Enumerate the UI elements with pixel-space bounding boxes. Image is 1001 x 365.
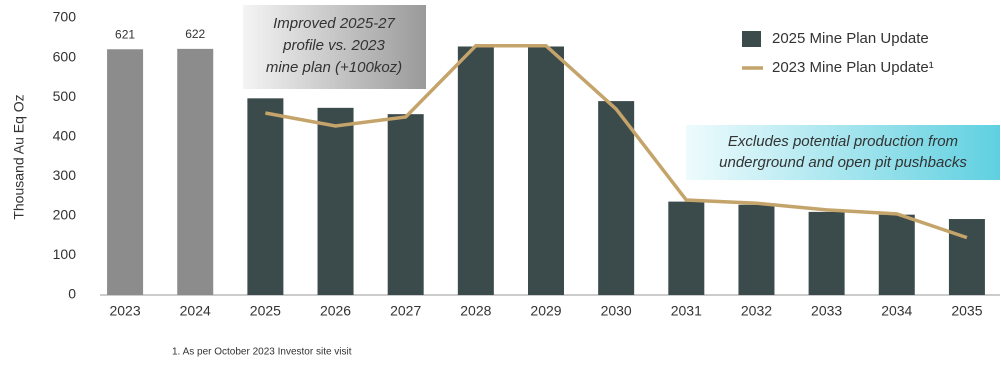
bar — [317, 107, 354, 295]
bar — [177, 48, 214, 295]
y-tick-label: 100 — [53, 246, 77, 262]
x-tick-label: 2033 — [811, 303, 842, 319]
annotation: mine plan (+100koz) — [266, 59, 402, 76]
y-tick-label: 600 — [53, 48, 77, 64]
bar — [948, 219, 985, 295]
annotation: underground and open pit pushbacks — [719, 154, 967, 171]
bar — [247, 98, 284, 295]
x-tick-label: 2031 — [671, 303, 702, 319]
bar — [457, 46, 494, 296]
x-tick-label: 2030 — [601, 303, 632, 319]
y-tick-label: 0 — [68, 286, 76, 302]
y-tick-label: 200 — [53, 207, 77, 223]
y-tick-label: 500 — [53, 88, 77, 104]
legend-label: 2023 Mine Plan Update¹ — [772, 59, 934, 76]
annotation-box — [686, 125, 1000, 180]
x-tick-label: 2026 — [320, 303, 351, 319]
x-tick-label: 2025 — [250, 303, 281, 319]
legend-swatch — [742, 31, 761, 47]
annotation: Improved 2025-27 — [273, 15, 395, 32]
x-tick-label: 2032 — [741, 303, 772, 319]
x-tick-label: 2029 — [530, 303, 561, 319]
annotation: Excludes potential production from — [728, 133, 958, 150]
line — [265, 43, 968, 240]
data-label: 622 — [185, 27, 205, 41]
bar — [738, 204, 775, 295]
footnote: 1. As per October 2023 Investor site vis… — [172, 347, 352, 358]
y-tick-label: 700 — [53, 9, 77, 25]
bar — [878, 214, 915, 295]
bar — [808, 211, 845, 295]
bar — [598, 101, 635, 295]
annotation: profile vs. 2023 — [282, 37, 385, 54]
bar — [387, 114, 424, 295]
y-tick-label: 300 — [53, 167, 77, 183]
bar — [528, 46, 564, 296]
y-tick-label: 400 — [53, 127, 77, 143]
x-tick-label: 2028 — [460, 303, 491, 319]
bar — [107, 49, 144, 295]
x-tick-label: 2023 — [109, 303, 140, 319]
y-axis-label: Thousand Au Eq Oz — [11, 94, 27, 219]
legend-label: 2025 Mine Plan Update — [772, 30, 929, 47]
data-label: 621 — [115, 27, 135, 41]
bar — [668, 201, 705, 295]
x-tick-label: 2027 — [390, 303, 421, 319]
annotation-box — [243, 5, 426, 89]
x-tick-label: 2024 — [180, 303, 211, 319]
x-tick-label: 2034 — [881, 303, 912, 319]
x-tick-label: 2035 — [951, 303, 982, 319]
